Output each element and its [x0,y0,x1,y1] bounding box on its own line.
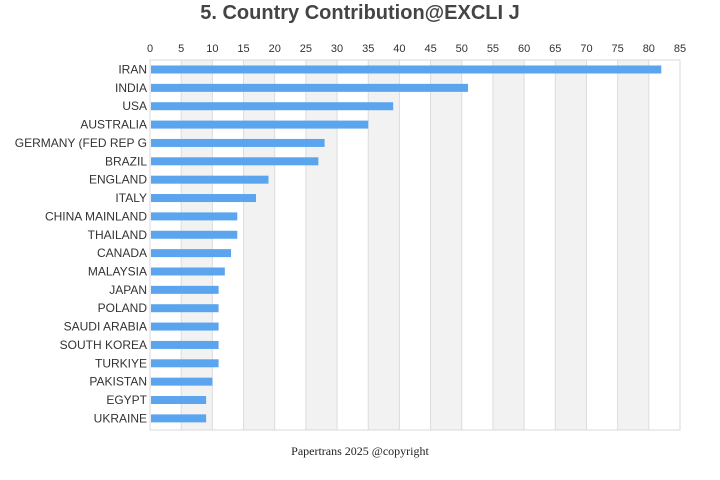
category-label: BRAZIL [105,154,147,168]
x-tick-label: 5 [178,43,184,55]
gridlines [149,60,681,430]
category-label: JAPAN [109,283,147,297]
category-label: ENGLAND [89,173,147,187]
category-label: USA [122,99,147,113]
x-tick-label: 80 [643,43,655,55]
x-tick-label: 45 [424,43,436,55]
bar [151,157,319,166]
category-label: CHINA MAINLAND [45,209,147,223]
x-tick-label: 85 [674,43,686,55]
bar [151,377,213,386]
bar [151,359,219,368]
bar [151,396,207,405]
bar [151,138,325,147]
x-tick-label: 50 [456,43,468,55]
x-tick-label: 60 [518,43,530,55]
category-label: MALAYSIA [88,264,147,278]
x-tick-label: 70 [580,43,592,55]
grid-band [181,60,213,430]
grid-band [430,60,462,430]
category-label: PAKISTAN [89,375,147,389]
x-tick-label: 30 [331,43,343,55]
category-label: UKRAINE [94,411,147,425]
x-tick-label: 40 [393,43,405,55]
bar [151,249,232,258]
x-axis-ticks: 0 5 10 15 20 25 30 35 40 45 50 55 60 65 70 75 80 85 [147,43,686,55]
bar [151,322,219,331]
bar [151,285,219,294]
bar [151,212,238,221]
grid-band [243,60,275,430]
bar [151,175,269,184]
category-label: SOUTH KOREA [60,338,147,352]
x-tick-label: 10 [206,43,218,55]
x-tick-label: 35 [362,43,374,55]
grid-band [492,60,525,430]
bar [151,65,662,74]
bar [151,194,256,203]
x-tick-label: 25 [300,43,312,55]
category-labels: IRAN INDIA USA AUSTRALIA GERMANY (FED REP G B… [15,63,148,426]
category-label: EGYPT [106,393,147,407]
grid-band [368,60,400,430]
category-label: POLAND [98,301,148,315]
x-tick-label: 65 [549,43,561,55]
category-label: AUSTRALIA [80,118,147,132]
copyright-footer: Papertrans 2025 @copyright [291,444,429,458]
bar [151,414,207,423]
bar [151,267,225,276]
category-label: SAUDI ARABIA [64,320,147,334]
grid-band [617,60,649,430]
grid-bands [181,60,649,430]
bar [151,340,219,349]
plot-border [149,59,681,431]
category-label: GERMANY (FED REP G [15,136,147,150]
x-tick-label: 55 [487,43,499,55]
category-label: ITALY [115,191,147,205]
bar [151,230,238,239]
category-label: TURKIYE [95,356,147,370]
x-tick-label: 75 [612,43,624,55]
bar [151,304,219,313]
bar [151,120,369,129]
x-tick-label: 0 [147,43,153,55]
category-label: CANADA [97,246,147,260]
x-tick-label: 15 [237,43,249,55]
category-label: INDIA [115,81,147,95]
bar [151,102,394,111]
grid-band [555,60,587,430]
bars [151,65,662,423]
chart-title: 5. Country Contribution@EXCLI J [200,2,520,24]
bar [151,83,468,92]
grid-band [305,60,338,430]
x-tick-label: 20 [269,43,281,55]
category-label: IRAN [118,63,147,77]
category-label: THAILAND [88,228,148,242]
